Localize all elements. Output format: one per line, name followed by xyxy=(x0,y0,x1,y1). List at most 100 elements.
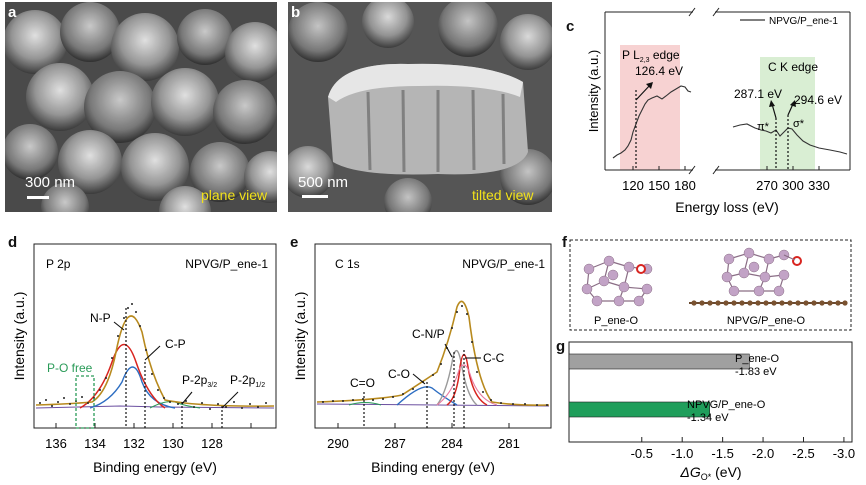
panel-c-label: c xyxy=(566,18,575,35)
eels-curve-p-edge xyxy=(612,85,692,159)
fit-envelope-e xyxy=(316,300,550,406)
bar-value-p-ene-o: -1.83 eV xyxy=(735,366,777,378)
y-axis-title-e: Intensity (a.u.) xyxy=(292,292,308,381)
co-double-peak xyxy=(348,402,382,406)
bar-p-ene-o xyxy=(568,353,750,370)
x-tick-label-g: -2.0 xyxy=(752,446,774,461)
bar-label-p-ene-o: P_ene-O xyxy=(735,353,779,365)
axis-break-bottom xyxy=(688,165,720,175)
tick-c-300: 300 xyxy=(782,178,804,193)
xps-c1s-chart: 290 287 284 281 Binding energy (eV) Inte… xyxy=(292,243,552,475)
sem-texture xyxy=(5,2,277,212)
co-peak xyxy=(396,386,458,406)
tick-e-287: 287 xyxy=(384,436,406,451)
y-axis-title-c: Intensity (a.u.) xyxy=(586,50,601,132)
x-tick-label-g: -2.5 xyxy=(792,446,814,461)
tick-c-180: 180 xyxy=(674,178,696,193)
co-label: C-O xyxy=(388,367,410,381)
fit-envelope-d xyxy=(35,315,275,407)
axis-break-top xyxy=(688,7,720,17)
npvg-p-ene-o-caption: NPVG/P_ene-O xyxy=(727,315,806,327)
np-peak-d xyxy=(79,343,166,409)
p-l-edge-band xyxy=(620,45,680,170)
cnp-peak xyxy=(436,349,478,406)
tick-d-134: 134 xyxy=(84,436,106,451)
title-d: P 2p xyxy=(46,257,71,271)
y-axis-title-d: Intensity (a.u.) xyxy=(11,292,27,381)
legend-d: NPVG/P_ene-1 xyxy=(185,257,268,271)
tick-d-136: 136 xyxy=(45,436,67,451)
x-axis-title-d: Binding energy (eV) xyxy=(93,459,217,475)
cnp-label: C-N/P xyxy=(412,327,445,341)
raw-data-points-d xyxy=(39,303,267,410)
panel-b-label: b xyxy=(291,4,301,21)
np-label: N-P xyxy=(90,311,111,325)
title-e: C 1s xyxy=(335,257,360,271)
tilted-view-caption: tilted view xyxy=(472,187,534,203)
tick-e-284: 284 xyxy=(441,436,463,451)
sem-image-tilted-view: b 500 nm tilted view xyxy=(288,2,552,212)
bar-value-npvg-p-ene-o: -1.34 eV xyxy=(687,412,729,424)
x-tick-label-g: -0.5 xyxy=(631,446,653,461)
p-ene-o-caption: P_ene-O xyxy=(594,315,638,327)
raw-data-points-e xyxy=(322,305,548,406)
oxygen-atom-right xyxy=(792,256,802,266)
p-edge-label: P L2,3 edge xyxy=(622,48,680,64)
tick-c-120: 120 xyxy=(622,178,644,193)
po-free-label: P-O free xyxy=(47,361,93,375)
cc-label: C-C xyxy=(483,351,505,365)
cp-label: C-P xyxy=(165,337,186,351)
sem-image-plane-view: 300 nm plane view xyxy=(5,2,277,212)
x-axis-title-c: Energy loss (eV) xyxy=(675,199,778,215)
pi-star-value: 287.1 eV xyxy=(734,87,782,101)
pi-star-label: π* xyxy=(757,121,770,133)
scale-bar-label: 300 nm xyxy=(25,174,76,191)
legend-text-c: NPVG/P_ene-1 xyxy=(769,16,838,27)
panel-d-label: d xyxy=(8,234,18,251)
x-tick-label-g: -3.0 xyxy=(833,446,855,461)
xps-p2p-chart: 136 134 132 130 128 Binding energy (eV) … xyxy=(11,243,277,475)
x-axis-title-e: Binding energy (eV) xyxy=(371,459,495,475)
adsorption-energy-bar-chart: -0.5 -1.0 -1.5 -2.0 -2.5 -3.0 P_ene-O -1.83 e… xyxy=(568,341,855,482)
cp-peak-d xyxy=(89,366,176,409)
panel-f-label: f xyxy=(562,234,567,251)
panel-g-label: g xyxy=(556,338,566,355)
p12-label: P-2p1/2 xyxy=(230,373,265,389)
background-line-d xyxy=(35,405,275,409)
eels-curve-c-edge xyxy=(732,123,848,155)
p-ene-o-model xyxy=(581,255,653,307)
plot-frame-e xyxy=(314,243,552,429)
tick-d-132: 132 xyxy=(123,436,145,451)
plane-view-caption: plane view xyxy=(201,187,268,203)
npvg-p-ene-o-model xyxy=(689,247,848,306)
tick-d-130: 130 xyxy=(162,436,184,451)
sigma-star-value: 294.6 eV xyxy=(794,93,842,107)
p32-label: P-2p3/2 xyxy=(182,373,217,389)
tick-c-330: 330 xyxy=(808,178,830,193)
c-k-edge-label: C K edge xyxy=(768,60,818,74)
eels-spectrum-chart: 120 150 180 270 300 330 Energy loss (eV)… xyxy=(586,7,851,215)
oxygen-atom-left xyxy=(636,264,646,274)
structure-models-panel: P_ene-O NPVG/P_ene-O xyxy=(569,239,852,331)
x-axis-title-g: ΔGO* (eV) xyxy=(679,464,741,482)
tick-d-128: 128 xyxy=(201,436,223,451)
tick-c-270: 270 xyxy=(756,178,778,193)
tick-e-290: 290 xyxy=(327,436,349,451)
panel-a-label: a xyxy=(8,4,17,21)
sigma-star-arrow xyxy=(787,103,794,116)
x-tick-label-g: -1.5 xyxy=(711,446,733,461)
x-tick-label-g: -1.0 xyxy=(671,446,693,461)
bar-label-npvg-p-ene-o: NPVG/P_ene-O xyxy=(687,399,766,411)
legend-e: NPVG/P_ene-1 xyxy=(462,257,545,271)
plot-frame-d xyxy=(33,243,277,429)
co-double-label: C=O xyxy=(350,376,375,390)
tick-e-281: 281 xyxy=(498,436,520,451)
p-edge-value: 126.4 eV xyxy=(635,64,683,78)
bar-npvg-p-ene-o xyxy=(568,401,710,418)
structures-frame xyxy=(569,239,852,331)
panel-e-label: e xyxy=(290,234,299,251)
scale-bar-label-b: 500 nm xyxy=(298,174,349,191)
sem-texture-tilted xyxy=(288,2,552,212)
pink-peak xyxy=(436,364,498,406)
p-edge-arrow xyxy=(635,83,652,101)
